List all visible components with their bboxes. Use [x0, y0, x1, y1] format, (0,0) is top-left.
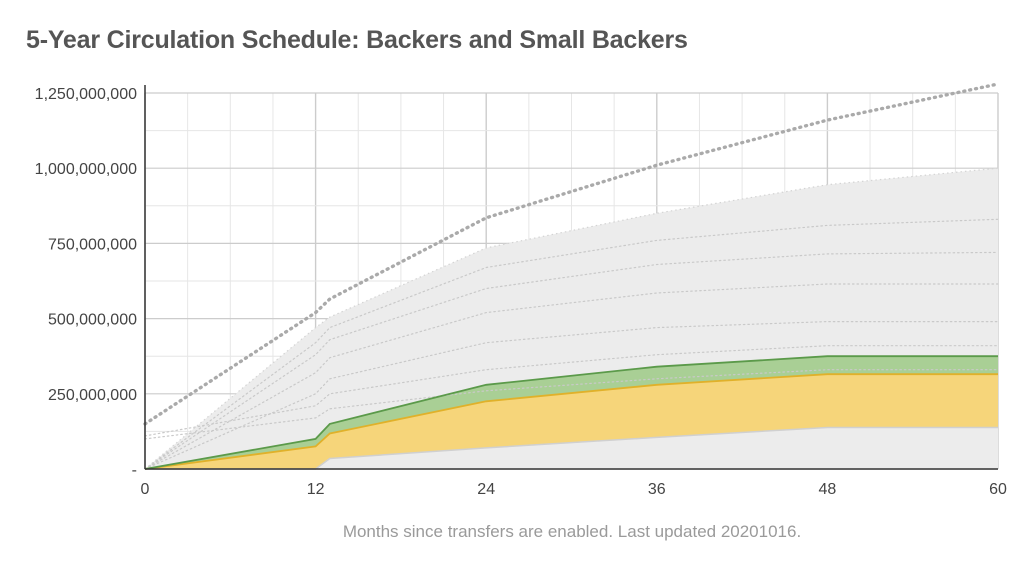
x-tick-label: 24 — [477, 481, 495, 498]
y-tick-label: 1,250,000,000 — [35, 86, 137, 103]
backers-line — [144, 373, 998, 470]
total-dotted-line — [143, 82, 1000, 426]
x-tick-label: 36 — [648, 481, 666, 498]
line-layer — [143, 82, 1000, 470]
x-tick-label: 48 — [819, 481, 837, 498]
y-tick-label: 250,000,000 — [48, 387, 137, 404]
area-layer — [145, 168, 998, 469]
x-tick-label: 0 — [141, 481, 150, 498]
dotted-series-line — [144, 251, 999, 470]
dotted-series-line — [144, 283, 999, 470]
small-backers-area — [145, 356, 998, 469]
y-tick-label: 1,000,000,000 — [35, 161, 137, 178]
small-backers-line — [144, 355, 998, 470]
axes — [144, 85, 998, 470]
dotted-series-line — [144, 369, 999, 440]
y-tick-label: - — [132, 462, 137, 479]
y-tick-label: 750,000,000 — [48, 236, 137, 253]
chart-title: 5-Year Circulation Schedule: Backers and… — [26, 26, 688, 54]
dotted-series-line — [144, 218, 999, 470]
chart-caption: Months since transfers are enabled. Last… — [342, 522, 802, 541]
gray-band-line — [144, 167, 999, 470]
backers-area — [145, 374, 998, 469]
y-tick-label: 500,000,000 — [48, 312, 137, 329]
x-tick-label: 12 — [307, 481, 325, 498]
dotted-series-line — [144, 321, 999, 470]
x-tick-label: 60 — [989, 481, 1007, 498]
tick-labels: - 250,000,000 500,000,000 750,000,000 1,000,… — [35, 86, 1007, 498]
